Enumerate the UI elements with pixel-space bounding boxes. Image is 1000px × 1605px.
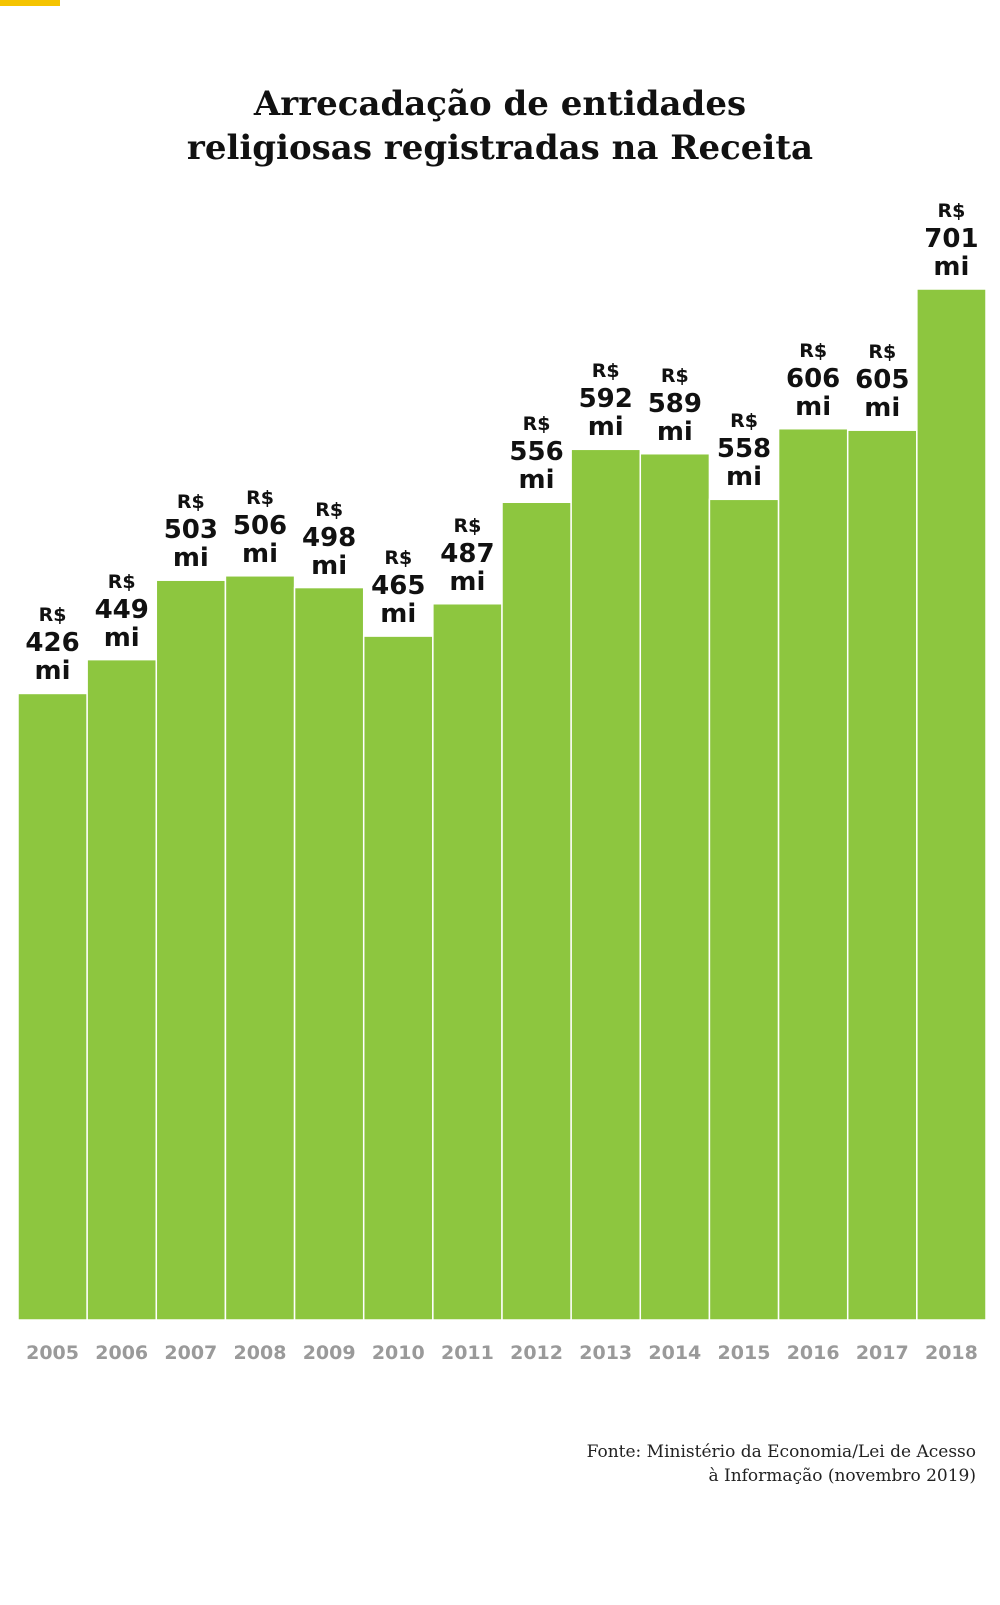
x-tick-label: 2012 [510,1342,563,1364]
bar [570,448,642,1321]
value-label: R$ 503 mi [163,491,218,574]
x-tick-label: 2006 [95,1342,149,1364]
x-tick-label: 2013 [579,1342,633,1364]
value-label: R$ 589 mi [647,364,702,447]
value-label: R$ 556 mi [509,413,564,496]
x-tick-label: 2017 [855,1342,909,1364]
value-label: R$ 465 mi [371,547,426,630]
x-tick-label: 2015 [717,1342,771,1364]
x-tick-label: 2014 [648,1342,702,1364]
x-tick-label: 2018 [924,1342,978,1364]
value-label: R$ 558 mi [716,410,772,493]
value-label: R$ 506 mi [232,486,288,569]
x-tick-label: 2016 [786,1342,840,1364]
bar [846,429,918,1321]
bar [17,692,88,1321]
x-tick-label: 2008 [233,1342,287,1364]
bar [293,586,365,1321]
bar [777,427,849,1321]
bar [501,501,572,1321]
bar [362,635,434,1321]
value-label: R$ 592 mi [578,360,633,443]
value-label: R$ 605 mi [855,341,910,424]
x-tick-label: 2007 [164,1342,218,1364]
value-label: R$ 487 mi [440,514,495,597]
accent [0,0,60,6]
bar [224,575,296,1321]
bar [432,602,503,1321]
bar [916,288,987,1321]
bar [708,498,780,1321]
source: Fonte: Ministério da Economia/Lei de Ace… [586,1442,976,1486]
bar [639,452,711,1321]
value-label: R$ 606 mi [786,339,841,422]
x-tick-label: 2011 [440,1342,494,1364]
value-label: R$ 426 mi [25,604,80,687]
chart-title: Arrecadação de entidades religiosas regi… [186,84,814,168]
x-tick-label: 2005 [26,1342,79,1364]
value-label: R$ 701 mi [924,200,979,282]
bar [155,579,227,1321]
value-label: R$ 449 mi [94,570,149,653]
x-tick-label: 2010 [371,1342,425,1364]
x-tick-label: 2009 [302,1342,356,1364]
value-label: R$ 498 mi [302,498,357,581]
bar [86,658,158,1321]
